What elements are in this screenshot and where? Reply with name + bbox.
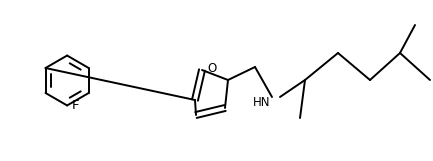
- Text: F: F: [72, 99, 80, 112]
- Text: HN: HN: [253, 95, 271, 109]
- Text: O: O: [207, 62, 216, 75]
